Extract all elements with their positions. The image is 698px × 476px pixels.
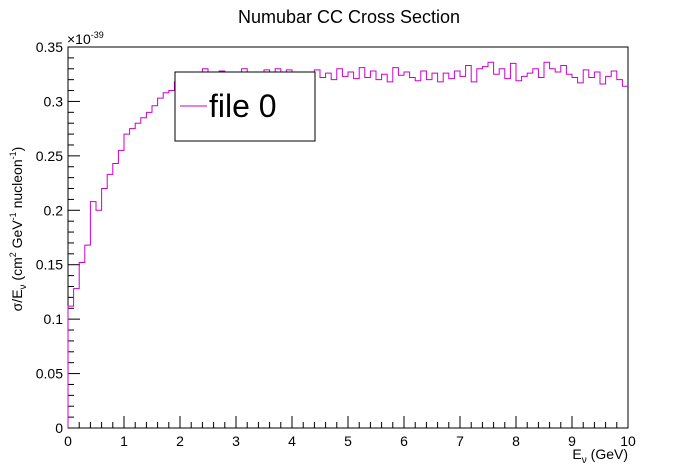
x-tick-label: 0 [64,433,72,449]
y-tick-label: 0.35 [36,39,63,55]
y-axis-title: σ/Eν (cm2 GeV-1 nucleon-1) [8,147,29,312]
exponent-power: -39 [91,30,104,40]
x-tick-label: 10 [620,433,636,449]
legend: file 0 [174,71,316,142]
series-histogram-line [67,61,628,428]
y-axis-exponent: ×10-39 [67,30,104,47]
x-tick-label: 4 [288,433,296,449]
plot-frame [67,46,629,429]
legend-label: file 0 [209,88,277,124]
x-tick-label: 9 [568,433,576,449]
x-tick-label: 2 [176,433,184,449]
x-axis-ticks: 0 1 2 3 4 5 6 7 8 9 10 [64,416,636,449]
x-tick-label: 7 [456,433,464,449]
y-tick-label: 0.05 [36,366,63,382]
x-axis-title: Eν (GeV) [572,446,628,466]
exponent-base: ×10 [67,31,91,47]
series-group [67,61,628,428]
y-tick-label: 0.2 [44,202,64,218]
y-axis-ticks: 0 0.05 0.1 0.15 0.2 0.25 0.3 0.35 [36,39,80,436]
chart-title: Numubar CC Cross Section [238,7,460,27]
y-tick-label: 0.15 [36,257,63,273]
svg-text:×10-39: ×10-39 [67,30,104,47]
y-tick-label: 0.3 [44,93,64,109]
y-tick-label: 0 [55,420,63,436]
x-tick-label: 5 [344,433,352,449]
x-tick-label: 8 [512,433,520,449]
x-tick-label: 1 [120,433,128,449]
plot-area-border [67,46,629,429]
y-tick-label: 0.25 [36,148,63,164]
y-tick-label: 0.1 [44,311,64,327]
x-tick-label: 6 [400,433,408,449]
x-tick-label: 3 [232,433,240,449]
